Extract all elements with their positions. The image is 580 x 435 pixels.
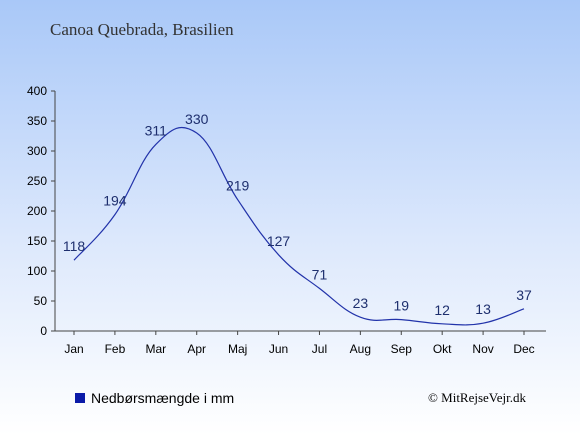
x-tick-label: Jun (269, 342, 288, 356)
legend-label: Nedbørsmængde i mm (91, 390, 235, 406)
data-label: 23 (353, 295, 369, 311)
x-tick-label: Aug (350, 342, 371, 356)
copyright-text[interactable]: © MitRejseVejr.dk (428, 390, 526, 405)
x-tick-label: Mar (145, 342, 166, 356)
data-label: 118 (63, 238, 86, 254)
data-label: 194 (103, 193, 127, 209)
chart-axes (54, 91, 546, 332)
chart-title: Canoa Quebrada, Brasilien (50, 20, 234, 39)
chart-data-labels: 118 194 311 330 219 127 71 23 19 12 13 37 (63, 111, 532, 318)
x-tick-label: Apr (187, 342, 206, 356)
legend: Nedbørsmængde i mm (75, 390, 234, 406)
y-tick-label: 350 (27, 114, 47, 128)
chart-series (73, 126, 525, 326)
x-tick-label: Feb (105, 342, 126, 356)
series-line-nedborsmaengde (73, 126, 525, 326)
data-label: 12 (434, 302, 450, 318)
data-label: 37 (516, 287, 532, 303)
y-tick-label: 250 (27, 174, 47, 188)
y-tick-label: 50 (34, 294, 48, 308)
x-tick-label: Sep (391, 342, 413, 356)
y-tick-label: 400 (27, 84, 47, 98)
x-tick-label: Dec (513, 342, 534, 356)
data-label: 330 (185, 111, 209, 127)
x-tick-label: Maj (228, 342, 247, 356)
data-label: 19 (393, 298, 409, 314)
x-tick-label: Jul (312, 342, 327, 356)
data-label: 13 (475, 301, 491, 317)
y-tick-label: 300 (27, 144, 47, 158)
y-tick-label: 200 (27, 204, 47, 218)
x-tick-label: Okt (433, 342, 452, 356)
legend-swatch (75, 393, 85, 403)
x-tick-label: Nov (472, 342, 493, 356)
x-tick-label: Jan (64, 342, 83, 356)
data-label: 219 (226, 178, 250, 194)
data-label: 71 (312, 266, 328, 282)
y-tick-label: 100 (27, 264, 47, 278)
y-tick-label: 0 (40, 324, 47, 338)
data-label: 127 (267, 233, 291, 249)
y-tick-label: 150 (27, 234, 47, 248)
data-label: 311 (145, 122, 168, 138)
chart-ticks: 0 50 100 150 200 250 300 350 400 Jan Feb Mar Apr Maj J… (27, 84, 535, 356)
